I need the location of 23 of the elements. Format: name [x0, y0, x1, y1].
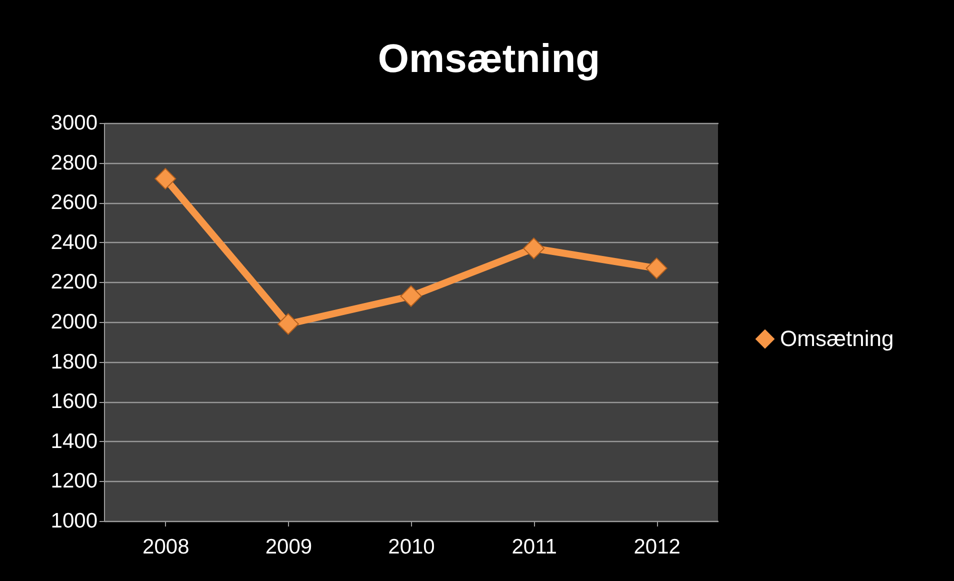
y-tick-label: 1800: [50, 350, 98, 374]
point: [154, 168, 176, 190]
x-tick-label: 2010: [388, 536, 435, 558]
y-tick-label: 1600: [50, 390, 98, 414]
y-tick-label: 2800: [50, 151, 98, 174]
y-tick-label: 1400: [50, 430, 98, 453]
y-tick-label: 2000: [50, 310, 98, 334]
x-tick-label: 2012: [634, 536, 680, 558]
point: [400, 285, 422, 307]
y-tick-label: 2200: [50, 270, 98, 294]
x-tick-label: 2008: [142, 536, 190, 558]
y-tick-label: 2600: [50, 191, 98, 214]
chart-title: Omsætning: [378, 37, 600, 81]
x-tick-label: 2009: [265, 536, 312, 558]
y-tick-label: 2400: [50, 230, 98, 254]
x-tick-label: 2011: [512, 536, 557, 558]
point: [646, 258, 668, 280]
y-tick-label: 1000: [50, 510, 98, 532]
y-tick-label: 3000: [50, 112, 98, 134]
legend-label: Omsætning: [780, 326, 894, 351]
y-tick-label: 1200: [50, 470, 98, 493]
point: [277, 313, 299, 335]
point: [523, 238, 545, 260]
